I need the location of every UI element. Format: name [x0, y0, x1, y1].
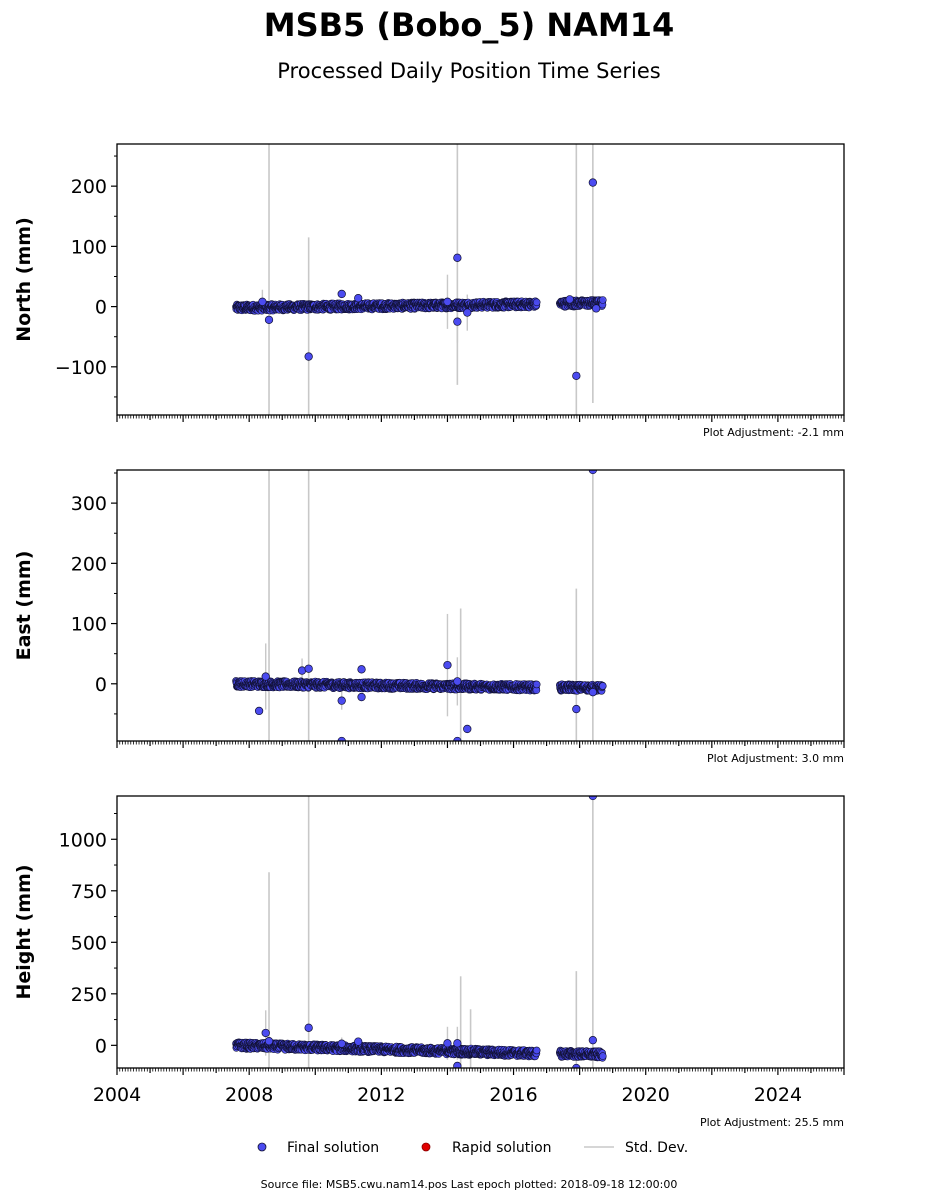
panels: −100 0 100 200 North (mm) Plot Adjustment: -2…	[13, 143, 845, 1129]
y-axis-label: East (mm)	[13, 551, 35, 661]
final-point	[572, 704, 581, 714]
final-point	[572, 371, 581, 381]
legend-final-marker	[257, 1142, 267, 1152]
final-point	[337, 289, 346, 299]
final-point	[304, 352, 313, 361]
final-point	[532, 298, 541, 307]
y-tick-label: 500	[71, 932, 107, 954]
y-tick-label: 250	[71, 984, 107, 1006]
final-point	[337, 1039, 346, 1048]
y-tick-label: 300	[71, 493, 107, 515]
final-point	[463, 724, 472, 734]
final-point	[258, 297, 267, 306]
y-tick-label: 100	[71, 236, 107, 258]
y-tick-label: 0	[95, 674, 107, 696]
final-point	[598, 682, 607, 690]
final-point	[357, 692, 366, 702]
plot-adjustment-note: Plot Adjustment: 3.0 mm	[707, 752, 844, 765]
plot-area	[232, 470, 607, 741]
legend-std-label: Std. Dev.	[625, 1140, 688, 1156]
chart-subtitle: Processed Daily Position Time Series	[277, 59, 661, 83]
final-point	[443, 660, 452, 670]
plot-adjustment-note: Plot Adjustment: -2.1 mm	[703, 426, 844, 439]
x-tick-label: 2016	[489, 1084, 537, 1106]
axes-frame	[116, 469, 845, 742]
x-tick-label: 2024	[754, 1084, 802, 1106]
final-point	[254, 706, 264, 716]
final-point	[453, 1039, 462, 1048]
y-tick-label: 1000	[59, 829, 107, 851]
final-point	[588, 1036, 598, 1045]
y-tick-label: 0	[95, 297, 107, 319]
final-point	[261, 1028, 270, 1038]
y-tick-label: −100	[55, 357, 107, 379]
final-point	[453, 1061, 462, 1068]
final-point	[565, 295, 574, 304]
final-point	[357, 665, 366, 674]
y-tick-label: 200	[71, 553, 107, 575]
plot-area	[232, 796, 607, 1068]
final-point	[588, 178, 598, 187]
y-axis-label: North (mm)	[13, 217, 35, 342]
final-point	[443, 297, 452, 306]
panel-2: 0 250 500 750 1000 2004 2008 2012 2016 2020 2024 He…	[13, 795, 845, 1129]
x-tick-label: 2012	[357, 1084, 405, 1106]
final-point	[261, 672, 270, 681]
final-point	[354, 294, 363, 303]
final-point	[598, 296, 607, 304]
final-point	[453, 253, 462, 262]
x-tick-label: 2008	[225, 1084, 273, 1106]
final-point	[532, 1046, 541, 1055]
final-point	[592, 304, 601, 313]
final-point	[463, 308, 472, 317]
final-point	[443, 1039, 452, 1048]
final-point	[337, 696, 346, 705]
y-axis-label: Height (mm)	[13, 864, 35, 999]
plot-area	[232, 144, 607, 415]
panel-1: 0 100 200 300 East (mm) Plot Adjustment: 3.0 …	[13, 469, 845, 765]
final-point	[264, 315, 274, 324]
final-point	[354, 1037, 363, 1046]
final-point	[304, 1023, 313, 1032]
final-point	[532, 680, 541, 689]
final-point	[453, 677, 462, 686]
y-tick-label: 0	[95, 1035, 107, 1057]
final-point	[264, 1037, 274, 1046]
axes-frame	[116, 795, 845, 1069]
source-footer: Source file: MSB5.cwu.nam14.pos Last epo…	[261, 1178, 678, 1191]
y-tick-label: 750	[71, 881, 107, 903]
legend-rapid-marker	[421, 1142, 431, 1152]
legend-rapid-label: Rapid solution	[452, 1140, 552, 1156]
final-point	[453, 317, 462, 326]
y-tick-label: 200	[71, 176, 107, 198]
final-point	[598, 1052, 607, 1060]
final-point	[453, 736, 462, 741]
panel-0: −100 0 100 200 North (mm) Plot Adjustment: -2…	[13, 143, 845, 439]
x-tick-label: 2004	[93, 1084, 141, 1106]
chart-title: MSB5 (Bobo_5) NAM14	[264, 6, 675, 44]
x-tick-label: 2020	[622, 1084, 670, 1106]
legend: Final solution Rapid solution Std. Dev.	[257, 1140, 688, 1156]
legend-final-label: Final solution	[287, 1140, 379, 1156]
final-point	[304, 664, 313, 673]
plot-adjustment-note: Plot Adjustment: 25.5 mm	[700, 1116, 844, 1129]
y-tick-label: 100	[71, 614, 107, 636]
final-point	[588, 688, 598, 697]
final-point	[337, 736, 346, 741]
axes-frame	[116, 143, 845, 416]
